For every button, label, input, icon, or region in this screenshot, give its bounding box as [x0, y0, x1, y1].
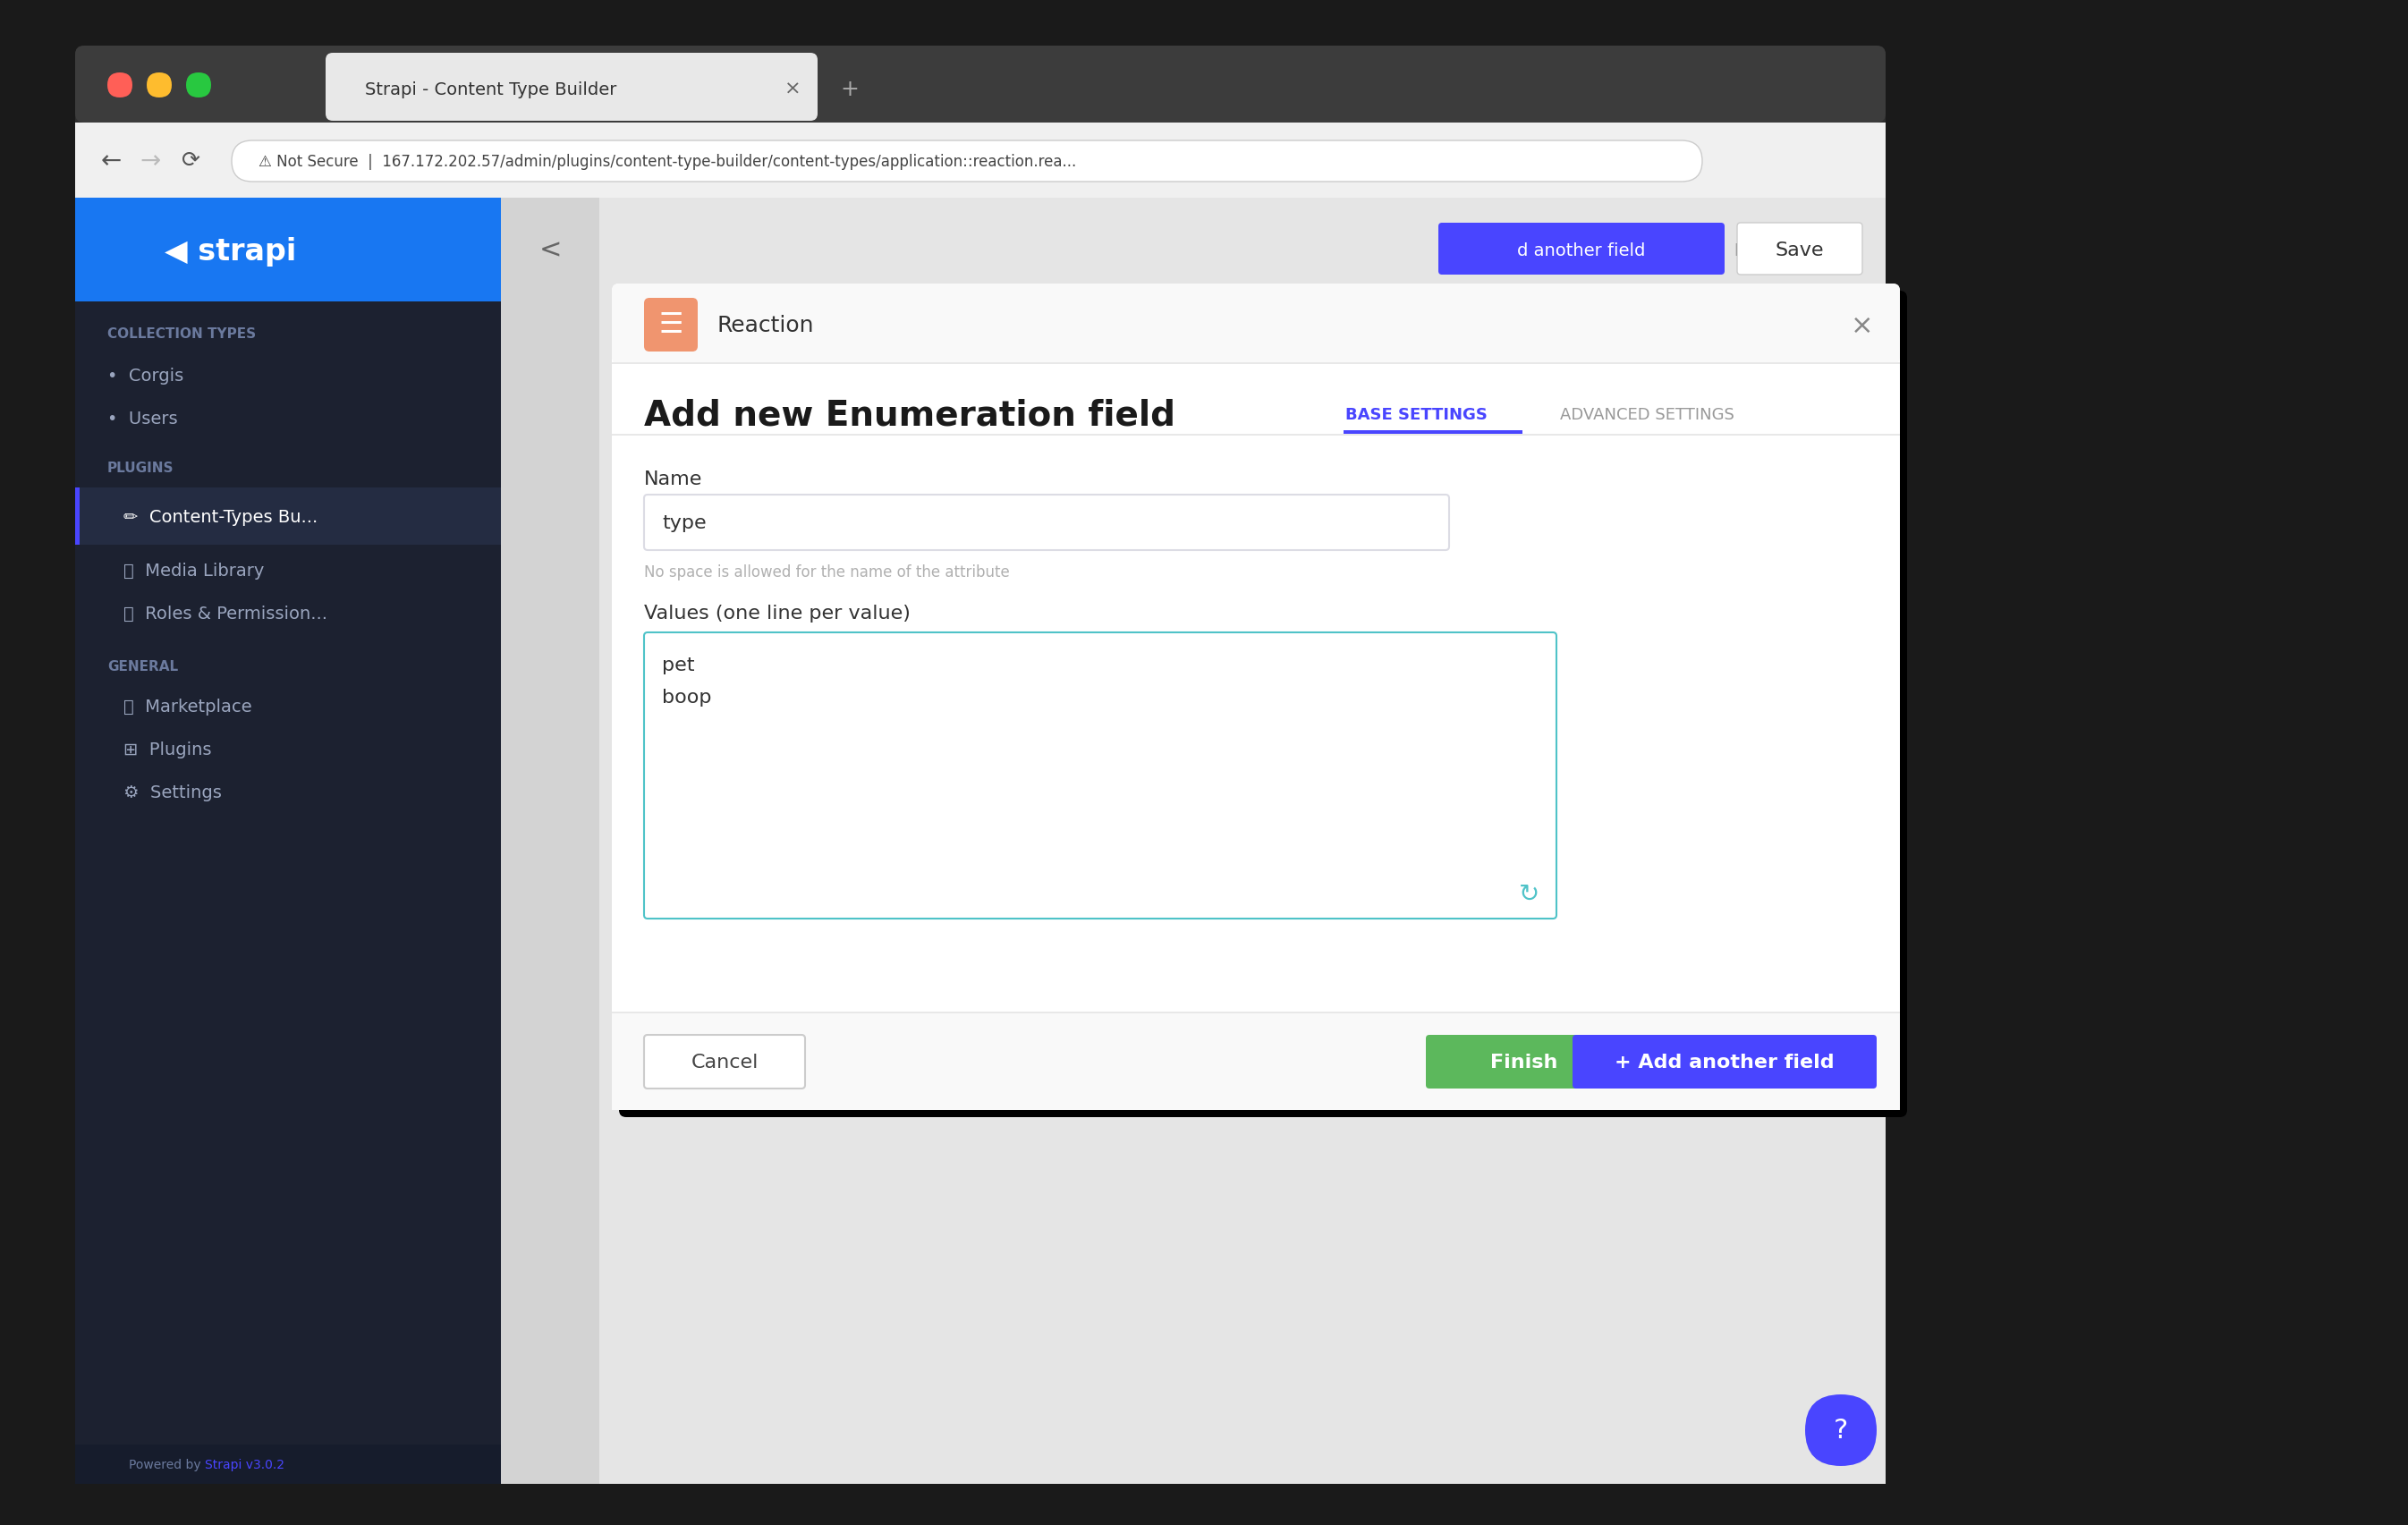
Bar: [612, 1013, 1900, 1014]
Bar: [612, 363, 1900, 364]
Text: 🖼  Media Library: 🖼 Media Library: [123, 561, 265, 580]
Bar: [75, 124, 1885, 198]
FancyBboxPatch shape: [1736, 224, 1861, 276]
Text: <: <: [539, 238, 561, 264]
FancyBboxPatch shape: [1426, 1035, 1623, 1089]
Text: ⚙  Settings: ⚙ Settings: [123, 784, 222, 801]
Text: Finish: Finish: [1491, 1054, 1558, 1071]
Bar: [612, 1013, 1900, 1061]
Text: Save: Save: [1775, 241, 1825, 259]
Text: ⟳: ⟳: [183, 149, 200, 172]
Text: ?: ?: [1832, 1417, 1849, 1443]
Text: GENERAL: GENERAL: [108, 660, 178, 674]
FancyBboxPatch shape: [643, 299, 698, 352]
FancyBboxPatch shape: [325, 53, 819, 122]
Text: Strapi - Content Type Builder: Strapi - Content Type Builder: [366, 81, 616, 98]
Text: PLUGINS: PLUGINS: [108, 462, 173, 476]
FancyBboxPatch shape: [185, 73, 212, 98]
Text: ×: ×: [1852, 313, 1873, 339]
Text: + Add another field: + Add another field: [1616, 1054, 1835, 1071]
Text: ⚠ Not Secure  |  167.172.202.57/admin/plugins/content-type-builder/content-types: ⚠ Not Secure | 167.172.202.57/admin/plug…: [258, 154, 1076, 169]
Bar: [75, 488, 501, 546]
Text: →: →: [140, 148, 161, 174]
Text: Reaction: Reaction: [718, 314, 814, 335]
Text: 👥  Roles & Permission...: 👥 Roles & Permission...: [123, 605, 327, 622]
Text: ⊞  Plugins: ⊞ Plugins: [123, 741, 212, 758]
Bar: [612, 1013, 1900, 1110]
Text: Name: Name: [643, 470, 703, 488]
Text: ☰: ☰: [660, 313, 684, 339]
FancyBboxPatch shape: [1438, 224, 1724, 276]
FancyBboxPatch shape: [643, 496, 1450, 551]
Text: EN: EN: [1734, 242, 1758, 259]
Text: ◀ strapi: ◀ strapi: [164, 238, 296, 267]
Text: BASE SETTINGS: BASE SETTINGS: [1346, 407, 1488, 422]
Text: Strapi v3.0.2: Strapi v3.0.2: [205, 1458, 284, 1470]
Text: Cancel: Cancel: [691, 1054, 759, 1071]
Bar: [612, 1013, 1900, 1014]
FancyBboxPatch shape: [1806, 1394, 1876, 1466]
Bar: [75, 1444, 501, 1484]
Bar: [600, 198, 1885, 302]
FancyBboxPatch shape: [231, 142, 1702, 183]
Text: type: type: [662, 514, 706, 532]
FancyBboxPatch shape: [643, 1035, 804, 1089]
Text: ×: ×: [785, 81, 802, 98]
Text: ADVANCED SETTINGS: ADVANCED SETTINGS: [1560, 407, 1734, 422]
Bar: [75, 198, 501, 302]
Text: No space is allowed for the name of the attribute: No space is allowed for the name of the …: [643, 564, 1009, 580]
Bar: [75, 302, 501, 1484]
Bar: [75, 198, 1885, 1484]
Text: jlengstorf  ▾: jlengstorf ▾: [1572, 242, 1676, 259]
FancyBboxPatch shape: [1572, 1035, 1876, 1089]
FancyBboxPatch shape: [147, 73, 171, 98]
FancyBboxPatch shape: [612, 284, 1900, 1110]
FancyBboxPatch shape: [612, 1013, 1900, 1110]
Text: ↻: ↻: [1519, 881, 1541, 906]
Text: Add new Enumeration field: Add new Enumeration field: [643, 398, 1175, 432]
FancyBboxPatch shape: [643, 633, 1556, 920]
Text: boop: boop: [662, 688, 713, 706]
Bar: [600, 198, 1885, 1484]
Text: Values (one line per value): Values (one line per value): [643, 604, 910, 622]
FancyBboxPatch shape: [108, 73, 132, 98]
Text: COLLECTION TYPES: COLLECTION TYPES: [108, 328, 255, 342]
Bar: [501, 198, 600, 1484]
Text: d another field: d another field: [1517, 242, 1645, 259]
Bar: [1344, 432, 1522, 435]
Bar: [612, 435, 1900, 436]
Text: ✏  Content-Types Bu...: ✏ Content-Types Bu...: [123, 508, 318, 525]
FancyBboxPatch shape: [75, 46, 1885, 124]
Bar: [75, 488, 79, 546]
FancyBboxPatch shape: [619, 291, 1907, 1118]
Text: •  Corgis: • Corgis: [108, 368, 183, 384]
FancyBboxPatch shape: [612, 284, 1900, 364]
Text: ←: ←: [101, 148, 120, 174]
Text: pet: pet: [662, 656, 694, 674]
Text: •  Users: • Users: [108, 410, 178, 427]
Text: Powered by: Powered by: [128, 1458, 205, 1470]
Text: +: +: [840, 79, 860, 101]
Text: ⬛  Marketplace: ⬛ Marketplace: [123, 698, 253, 715]
FancyBboxPatch shape: [75, 46, 1885, 1484]
